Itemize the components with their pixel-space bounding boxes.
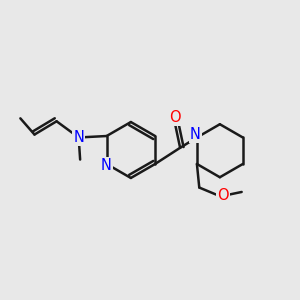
Text: O: O	[169, 110, 181, 125]
Text: O: O	[218, 188, 229, 203]
Text: N: N	[100, 158, 112, 173]
Text: N: N	[73, 130, 84, 145]
Text: N: N	[190, 127, 201, 142]
